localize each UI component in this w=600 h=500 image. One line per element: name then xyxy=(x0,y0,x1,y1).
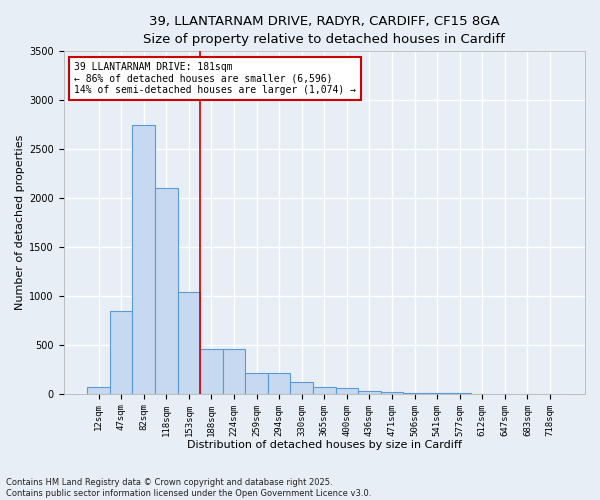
Bar xyxy=(290,382,313,394)
Text: 39 LLANTARNAM DRIVE: 181sqm
← 86% of detached houses are smaller (6,596)
14% of : 39 LLANTARNAM DRIVE: 181sqm ← 86% of det… xyxy=(74,62,356,95)
Bar xyxy=(335,388,358,394)
Bar xyxy=(313,387,335,394)
Bar xyxy=(133,124,155,394)
Bar xyxy=(223,349,245,394)
Bar xyxy=(200,349,223,394)
X-axis label: Distribution of detached houses by size in Cardiff: Distribution of detached houses by size … xyxy=(187,440,462,450)
Bar xyxy=(155,188,178,394)
Bar xyxy=(381,392,403,394)
Text: Contains HM Land Registry data © Crown copyright and database right 2025.
Contai: Contains HM Land Registry data © Crown c… xyxy=(6,478,371,498)
Y-axis label: Number of detached properties: Number of detached properties xyxy=(15,135,25,310)
Bar xyxy=(110,310,133,394)
Title: 39, LLANTARNAM DRIVE, RADYR, CARDIFF, CF15 8GA
Size of property relative to deta: 39, LLANTARNAM DRIVE, RADYR, CARDIFF, CF… xyxy=(143,15,505,46)
Bar xyxy=(268,374,290,394)
Bar xyxy=(178,292,200,394)
Bar xyxy=(88,386,110,394)
Bar xyxy=(245,374,268,394)
Bar xyxy=(403,393,426,394)
Bar xyxy=(358,391,381,394)
